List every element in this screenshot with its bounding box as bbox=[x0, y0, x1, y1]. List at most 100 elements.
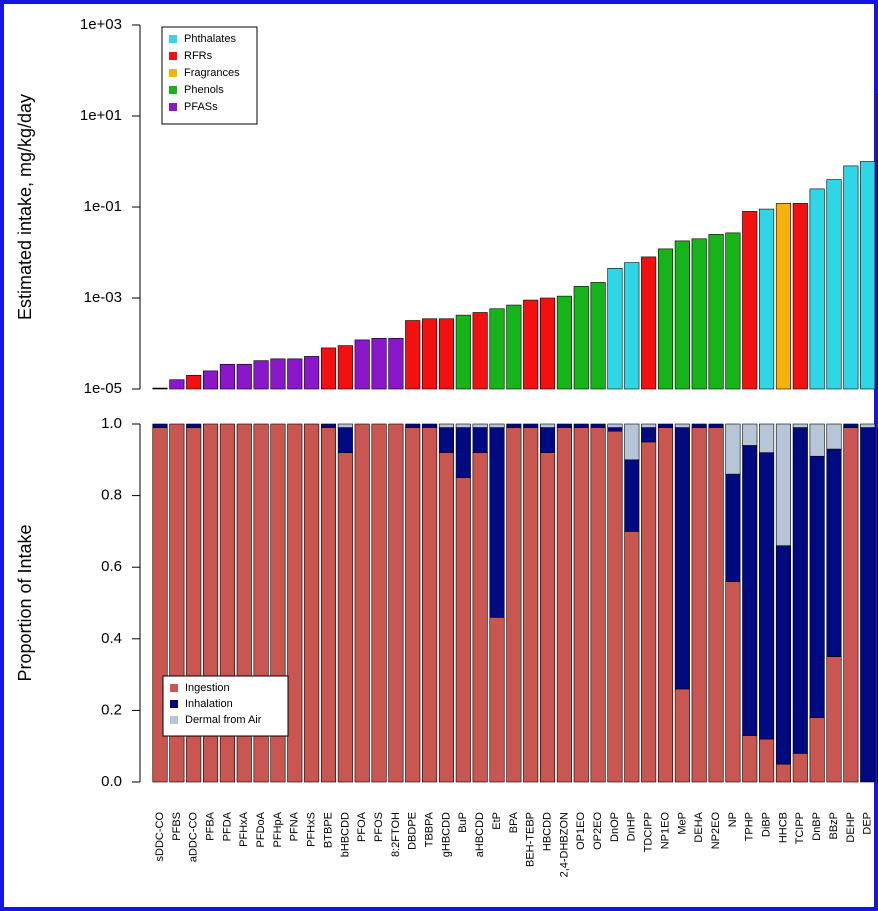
bar-segment bbox=[809, 423, 825, 457]
x-tick-label: DEP bbox=[862, 812, 874, 835]
bar bbox=[590, 282, 606, 390]
bar-segment bbox=[556, 427, 572, 783]
bar-segment bbox=[472, 452, 488, 783]
bar-segment bbox=[691, 427, 707, 783]
x-tick-label: gHBCDD bbox=[440, 812, 452, 857]
legend-swatch bbox=[170, 684, 178, 692]
x-tick-label: DEHA bbox=[693, 811, 705, 842]
bar-segment bbox=[304, 423, 320, 783]
bar bbox=[354, 339, 370, 390]
bar-segment bbox=[438, 423, 455, 428]
x-tick-label: aDDC-CO bbox=[188, 812, 200, 863]
y-tick-label: 1e-03 bbox=[84, 289, 122, 306]
bar bbox=[236, 363, 252, 390]
bar-segment bbox=[792, 427, 808, 754]
bar bbox=[186, 375, 202, 390]
bar-segment bbox=[759, 423, 775, 453]
bar-segment bbox=[759, 738, 775, 783]
bar-segment bbox=[607, 423, 623, 428]
x-tick-label: PFHxS bbox=[306, 812, 318, 847]
legend-label: Phthalates bbox=[184, 33, 236, 45]
x-tick-label: PFOS bbox=[373, 812, 385, 842]
x-tick-label: OP1EO bbox=[575, 812, 587, 850]
bar-segment bbox=[590, 423, 606, 428]
bar-segment bbox=[287, 423, 303, 783]
bar-segment bbox=[556, 423, 572, 428]
bar-segment bbox=[843, 423, 859, 428]
bar bbox=[320, 347, 337, 390]
bar-segment bbox=[742, 423, 758, 446]
bar-segment bbox=[826, 448, 842, 657]
bar bbox=[472, 312, 488, 390]
y-tick-label: 1e-01 bbox=[84, 198, 122, 215]
legend-swatch bbox=[169, 86, 177, 94]
bar bbox=[253, 360, 269, 390]
x-tick-label: TDCIPP bbox=[643, 812, 655, 852]
bar-segment bbox=[742, 445, 758, 736]
legend-swatch bbox=[169, 52, 177, 60]
bar bbox=[539, 297, 556, 390]
bar bbox=[405, 320, 421, 390]
legend-label: Ingestion bbox=[185, 682, 230, 694]
bar-segment bbox=[641, 441, 657, 783]
bar-segment bbox=[691, 423, 707, 428]
x-tick-label: PFBS bbox=[171, 812, 183, 841]
bar-segment bbox=[674, 423, 690, 428]
y-tick-label: 0.8 bbox=[101, 487, 122, 504]
bar-segment bbox=[708, 427, 724, 783]
bar bbox=[304, 356, 320, 390]
x-tick-label: PFBA bbox=[204, 811, 216, 840]
legend-label: Phenols bbox=[184, 84, 224, 96]
bar-segment bbox=[725, 581, 741, 783]
bar-segment bbox=[472, 427, 488, 453]
bar-segment bbox=[506, 423, 522, 428]
bar-segment bbox=[674, 688, 690, 783]
bar-segment bbox=[657, 423, 674, 428]
bar-segment bbox=[725, 423, 741, 475]
bar-segment bbox=[422, 423, 438, 428]
bar-segment bbox=[405, 427, 421, 783]
bar-segment bbox=[320, 423, 337, 428]
bar bbox=[287, 358, 303, 390]
bar-segment bbox=[759, 452, 775, 740]
bar bbox=[607, 267, 623, 390]
y-tick-label: 1.0 bbox=[101, 415, 122, 432]
bar bbox=[152, 387, 168, 390]
x-tick-label: DEHP bbox=[845, 812, 857, 843]
bar-segment bbox=[708, 423, 724, 428]
bar bbox=[624, 262, 640, 390]
bar bbox=[506, 304, 522, 390]
x-tick-label: PFNA bbox=[289, 811, 301, 841]
bar-segment bbox=[523, 427, 539, 783]
bar-segment bbox=[657, 427, 674, 783]
bar bbox=[371, 338, 387, 390]
bar-segment bbox=[775, 545, 792, 765]
bar bbox=[523, 299, 539, 390]
bar bbox=[641, 256, 657, 390]
bar-segment bbox=[405, 423, 421, 428]
legend-swatch bbox=[170, 716, 178, 724]
bar-segment bbox=[455, 427, 471, 478]
bar bbox=[270, 358, 286, 390]
bar bbox=[573, 286, 589, 390]
bar-segment bbox=[438, 452, 455, 783]
x-tick-label: PFHxA bbox=[238, 811, 250, 847]
x-tick-label: MeP bbox=[676, 812, 688, 835]
bar bbox=[657, 248, 674, 390]
legend-label: RFRs bbox=[184, 50, 213, 62]
bar bbox=[759, 208, 775, 390]
x-tick-label: TCIPP bbox=[794, 812, 806, 844]
bar-segment bbox=[152, 423, 168, 428]
bar-segment bbox=[775, 423, 792, 547]
bar-segment bbox=[674, 427, 690, 690]
bar-segment bbox=[809, 455, 825, 718]
x-tick-label: HHCB bbox=[777, 812, 789, 843]
legend-label: Fragrances bbox=[184, 67, 240, 79]
bar-segment bbox=[775, 763, 792, 783]
bar bbox=[775, 203, 792, 390]
bar bbox=[203, 370, 219, 390]
bar-segment bbox=[472, 423, 488, 428]
x-tick-label: PFOA bbox=[356, 811, 368, 842]
x-tick-label: TBBPA bbox=[424, 811, 436, 847]
bar bbox=[843, 165, 859, 390]
